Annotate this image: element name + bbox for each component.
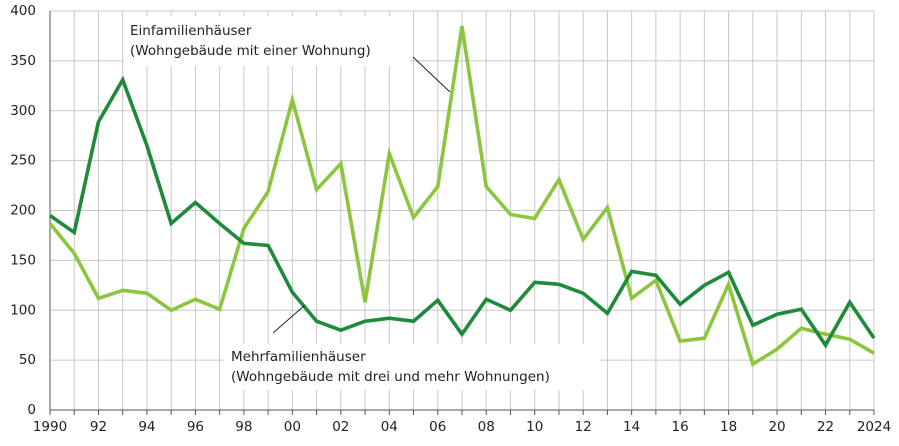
y-tick-label: 50 [19, 352, 36, 368]
x-tick-label: 02 [332, 419, 349, 435]
x-tick-label: 00 [284, 419, 301, 435]
y-tick-label: 350 [10, 53, 36, 69]
annotation-box [124, 16, 410, 66]
y-tick-label: 0 [27, 402, 36, 418]
annotation-text: (Wohngebäude mit einer Wohnung) [130, 43, 371, 59]
x-tick-label: 04 [381, 419, 398, 435]
x-tick-label: 14 [623, 419, 640, 435]
lines [48, 25, 876, 367]
x-tick-label: 10 [526, 419, 543, 435]
annotation-text: (Wohngebäude mit drei und mehr Wohnungen… [231, 369, 550, 385]
leader-line [272, 304, 306, 334]
x-tick-label: 1990 [33, 419, 67, 435]
grid [49, 10, 875, 415]
series-line [48, 25, 875, 367]
x-tick-label: 94 [138, 419, 155, 435]
annotation-box [224, 344, 600, 390]
x-tick-label: 16 [672, 419, 689, 435]
y-tick-label: 400 [10, 3, 36, 19]
x-tick-label: 96 [187, 419, 204, 435]
x-tick-label: 18 [720, 419, 737, 435]
annotation-title: Einfamilienhäuser [130, 23, 252, 39]
x-tick-label: 98 [235, 419, 252, 435]
y-tick-label: 100 [10, 302, 36, 318]
y-tick-label: 150 [10, 252, 36, 268]
x-tick-label: 2024 [857, 419, 891, 435]
annotation-title: Mehrfamilienhäuser [231, 349, 366, 365]
x-tick-label: 20 [768, 419, 785, 435]
x-tick-label: 22 [817, 419, 834, 435]
y-tick-label: 250 [10, 153, 36, 169]
x-tick-label: 92 [90, 419, 107, 435]
y-tick-label: 200 [10, 203, 36, 219]
y-tick-label: 300 [10, 103, 36, 119]
x-tick-label: 06 [429, 419, 446, 435]
x-tick-label: 08 [478, 419, 495, 435]
series-line [48, 75, 876, 349]
x-tick-label: 12 [575, 419, 592, 435]
leader-line [412, 56, 451, 93]
